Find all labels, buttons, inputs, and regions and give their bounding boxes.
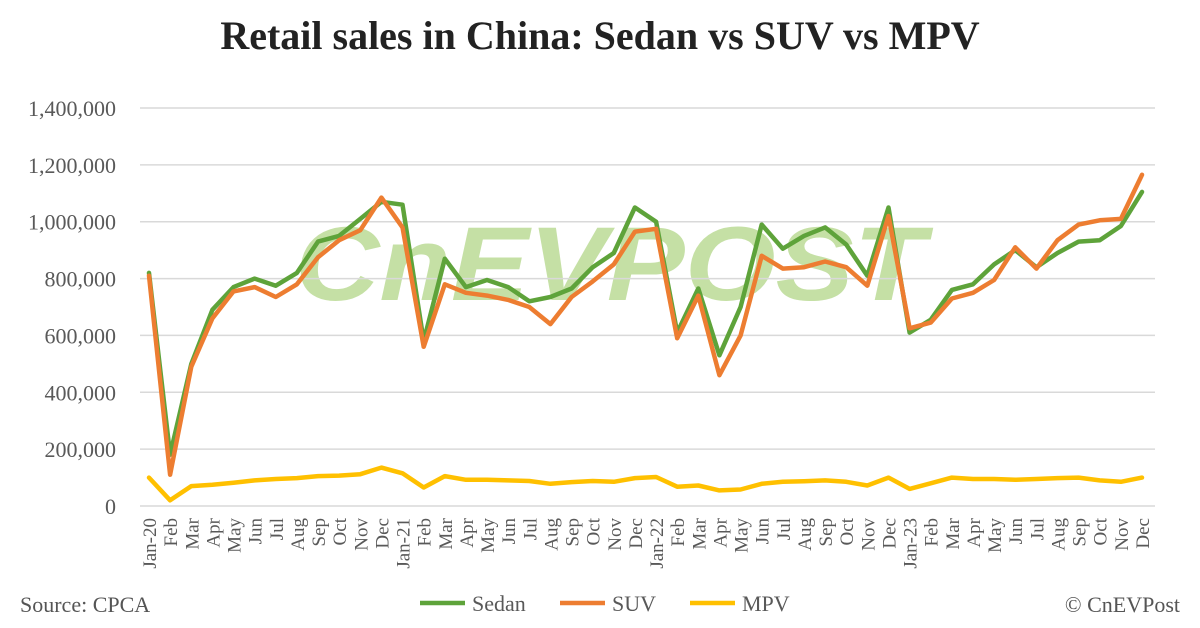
x-tick-label: Jan-20 bbox=[140, 518, 161, 569]
x-tick-label: Aug bbox=[795, 518, 816, 551]
x-tick-label: Jul bbox=[267, 518, 288, 540]
x-tick-label: Jul bbox=[1027, 518, 1048, 540]
x-tick-label: Aug bbox=[288, 518, 309, 551]
x-tick-label: Feb bbox=[922, 518, 943, 547]
x-tick-label: Oct bbox=[330, 517, 351, 545]
y-tick-label: 1,000,000 bbox=[28, 210, 116, 235]
x-tick-label: Aug bbox=[541, 518, 562, 551]
y-tick-label: 800,000 bbox=[45, 267, 117, 292]
x-tick-label: Oct bbox=[1091, 517, 1112, 545]
legend-label-suv: SUV bbox=[612, 591, 656, 616]
copyright-note: © CnEVPost bbox=[1064, 592, 1180, 617]
x-tick-label: Mar bbox=[689, 517, 710, 549]
x-tick-label: May bbox=[732, 518, 753, 553]
y-tick-label: 1,200,000 bbox=[28, 153, 116, 178]
x-tick-label: May bbox=[478, 518, 499, 553]
x-tick-label: Jun bbox=[1006, 518, 1027, 545]
y-tick-label: 1,400,000 bbox=[28, 96, 116, 121]
x-tick-label: Jan-21 bbox=[394, 518, 415, 569]
x-tick-label: Nov bbox=[858, 518, 879, 551]
x-tick-label: Jun bbox=[499, 518, 520, 545]
y-tick-label: 200,000 bbox=[45, 437, 117, 462]
x-tick-label: Mar bbox=[436, 517, 457, 549]
x-tick-label: Sep bbox=[309, 518, 330, 547]
series-line-sedan bbox=[146, 189, 1145, 458]
x-tick-label: May bbox=[225, 518, 246, 553]
y-tick-label: 400,000 bbox=[45, 380, 117, 405]
x-tick-label: Feb bbox=[161, 518, 182, 547]
y-tick-label: 600,000 bbox=[45, 323, 117, 348]
x-tick-label: Jan-22 bbox=[647, 518, 668, 569]
x-tick-label: Dec bbox=[626, 518, 647, 549]
x-tick-label: Dec bbox=[879, 518, 900, 549]
x-tick-label: Jul bbox=[520, 518, 541, 540]
x-tick-label: Oct bbox=[584, 517, 605, 545]
x-tick-label: Apr bbox=[710, 517, 731, 547]
x-tick-label: Dec bbox=[372, 518, 393, 549]
x-tick-label: Oct bbox=[837, 517, 858, 545]
source-note: Source: CPCA bbox=[20, 592, 151, 617]
x-tick-label: Mar bbox=[943, 517, 964, 549]
x-tick-label: Nov bbox=[351, 518, 372, 551]
x-tick-label: Nov bbox=[605, 518, 626, 551]
x-tick-label: Apr bbox=[964, 517, 985, 547]
x-tick-label: Jan-23 bbox=[901, 518, 922, 569]
x-tick-label: Jun bbox=[753, 518, 774, 545]
y-tick-label: 0 bbox=[105, 494, 116, 519]
x-tick-label: Apr bbox=[457, 517, 478, 547]
x-tick-label: Dec bbox=[1133, 518, 1154, 549]
x-tick-label: Aug bbox=[1048, 518, 1069, 551]
x-tick-label: May bbox=[985, 518, 1006, 553]
x-tick-label: Feb bbox=[668, 518, 689, 547]
chart-title: Retail sales in China: Sedan vs SUV vs M… bbox=[220, 13, 980, 58]
x-tick-label: Sep bbox=[1070, 518, 1091, 547]
series-line-mpv bbox=[146, 465, 1145, 503]
x-tick-label: Sep bbox=[816, 518, 837, 547]
x-tick-label: Sep bbox=[563, 518, 584, 547]
legend-label-mpv: MPV bbox=[742, 591, 790, 616]
x-tick-label: Feb bbox=[415, 518, 436, 547]
x-tick-label: Mar bbox=[182, 517, 203, 549]
x-tick-label: Nov bbox=[1112, 518, 1133, 551]
x-tick-label: Apr bbox=[203, 517, 224, 547]
x-tick-label: Jun bbox=[246, 518, 267, 545]
x-tick-label: Jul bbox=[774, 518, 795, 540]
series-line-suv bbox=[146, 172, 1145, 477]
legend-label-sedan: Sedan bbox=[472, 591, 526, 616]
